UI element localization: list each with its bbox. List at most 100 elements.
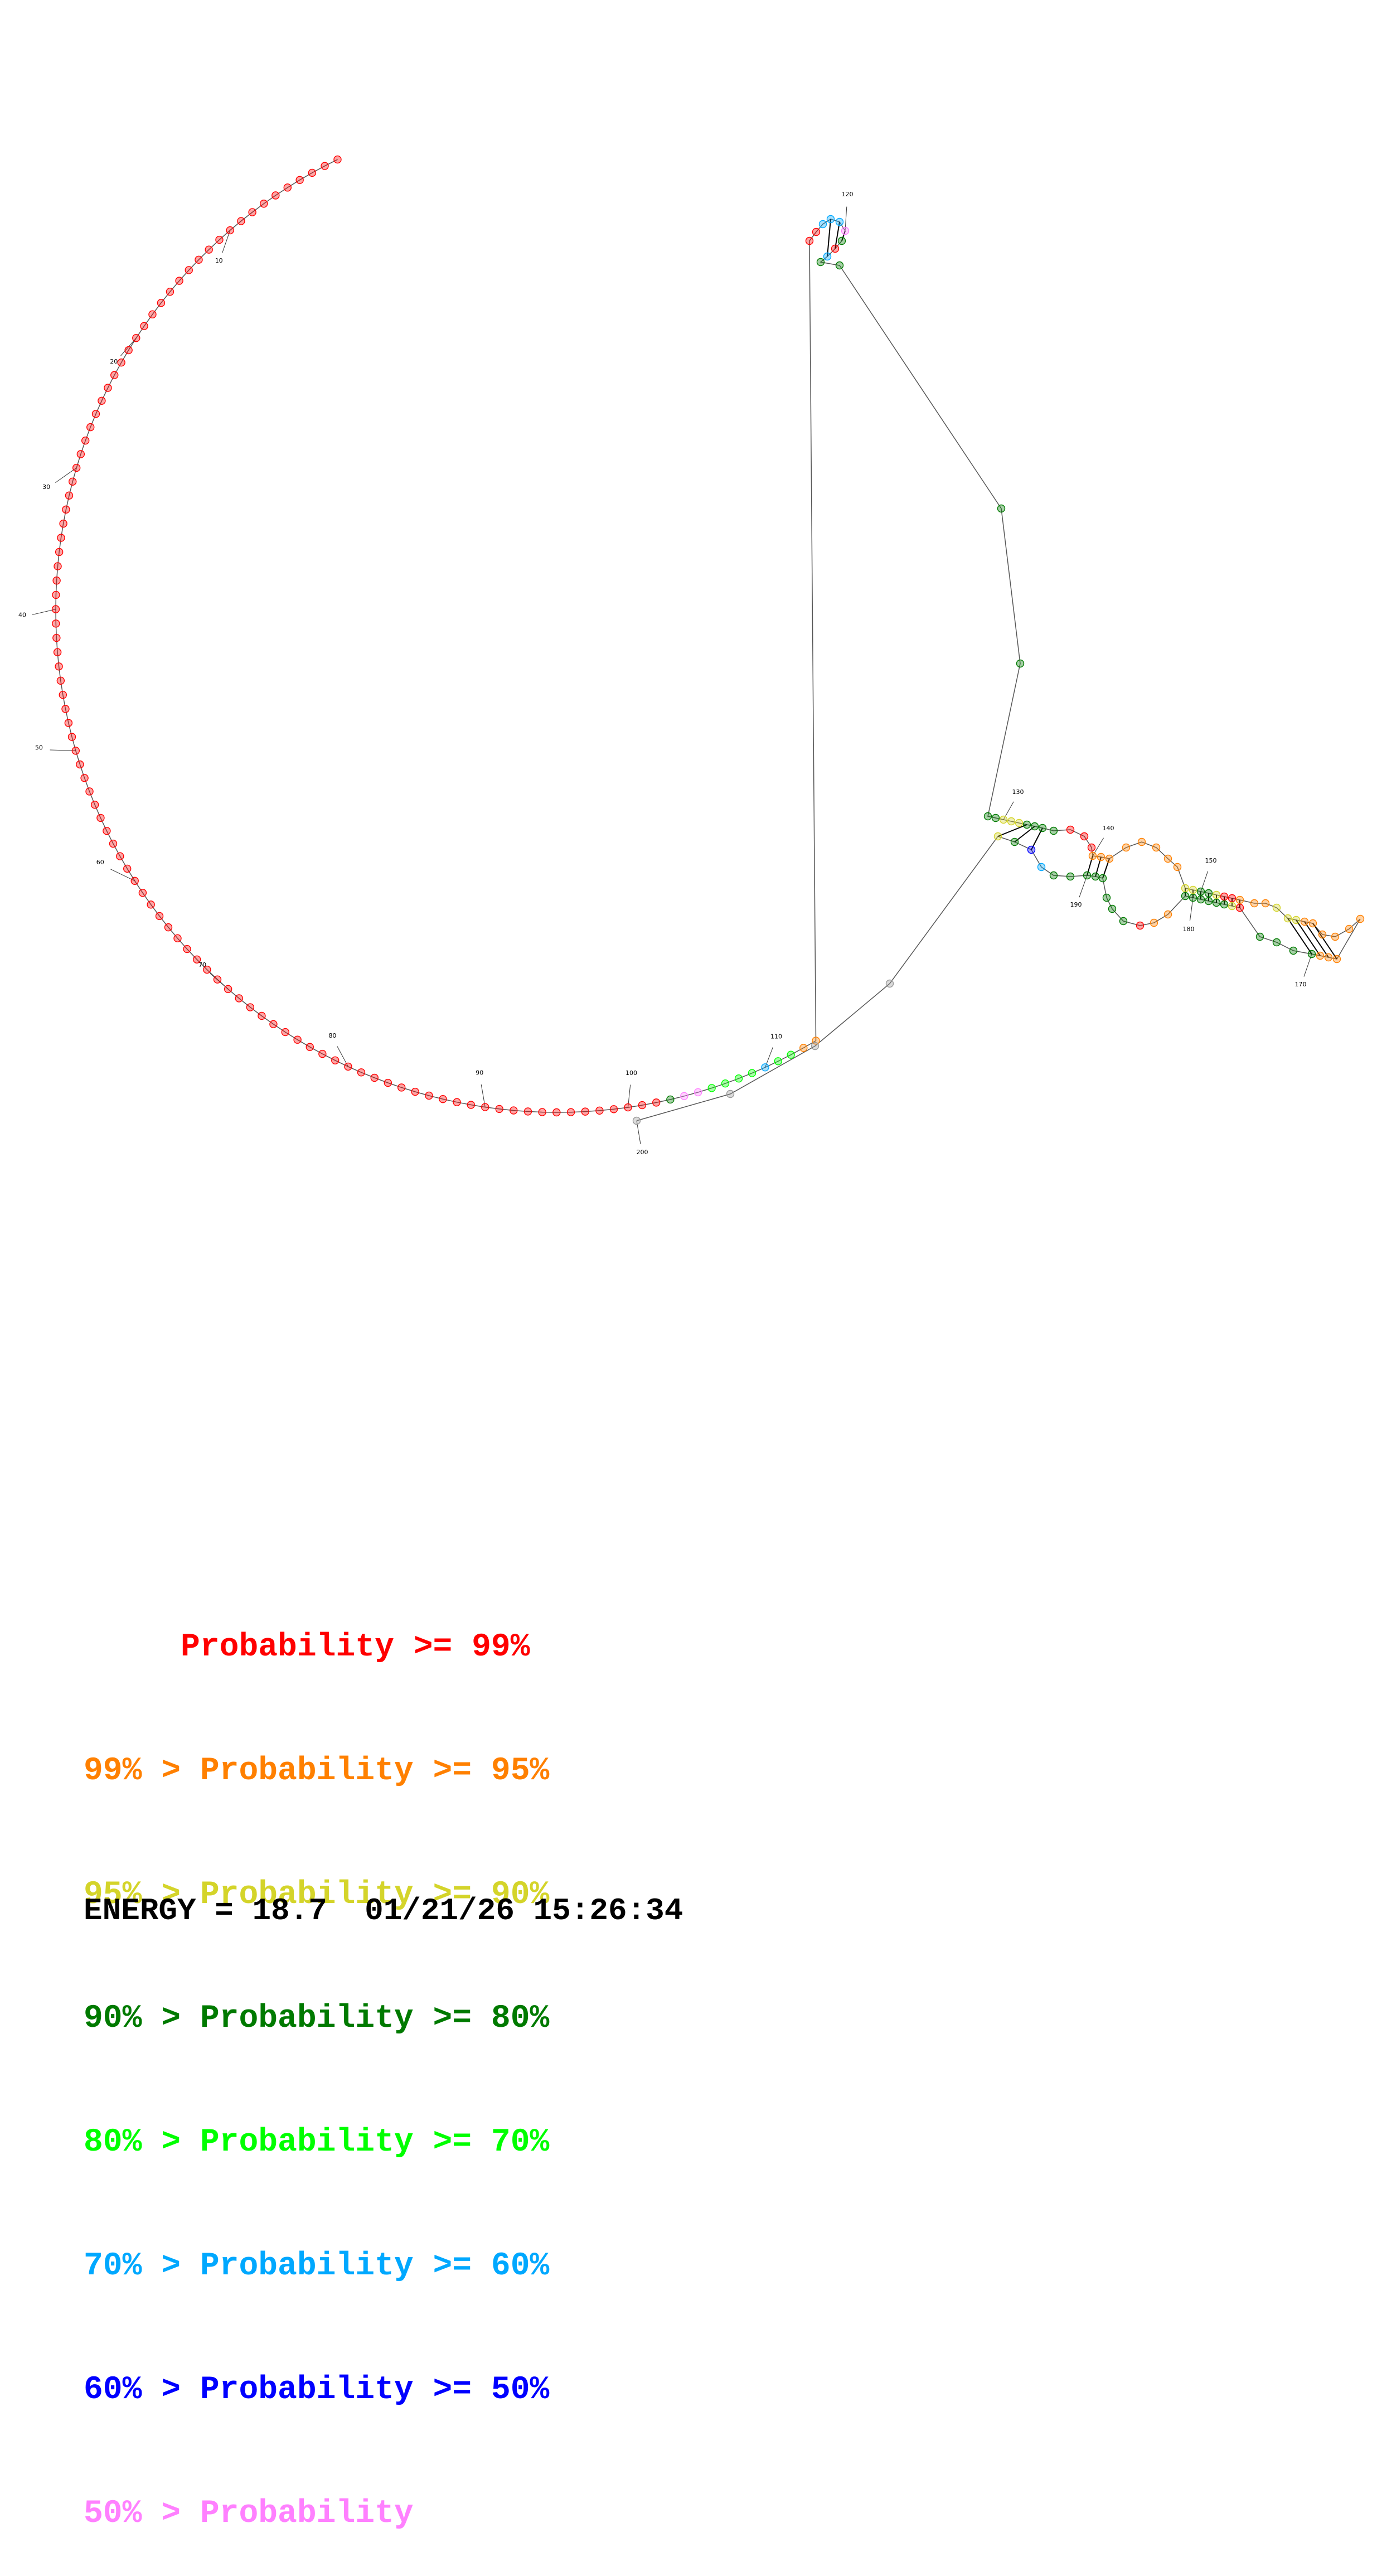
- position-tick-line: [845, 206, 847, 231]
- nucleotide: [721, 1079, 730, 1088]
- backbone-layer: [55, 159, 1361, 1121]
- nucleotide: [103, 826, 111, 835]
- nucleotide: [1150, 918, 1158, 927]
- nucleotide: [1228, 902, 1236, 911]
- nucleotide: [1220, 892, 1229, 901]
- nucleotide: [104, 384, 112, 392]
- nucleotide: [164, 923, 173, 932]
- legend-row-6: 70% > Probability >= 60%: [84, 2248, 550, 2284]
- nucleotide: [52, 619, 60, 628]
- nucleotide: [321, 162, 329, 170]
- energy-footer: ENERGY = 18.7 01/21/26 15:26:34: [84, 1893, 683, 1929]
- nucleotide: [1015, 819, 1024, 827]
- nucleotide: [1308, 919, 1317, 928]
- nucleotide: [54, 562, 62, 570]
- nucleotide: [726, 1090, 735, 1098]
- nucleotide: [1332, 955, 1341, 963]
- nucleotide: [609, 1105, 618, 1113]
- nucleotide: [523, 1107, 532, 1116]
- nucleotide: [90, 801, 99, 809]
- nucleotide: [1324, 953, 1333, 962]
- nucleotide: [258, 1011, 266, 1020]
- nucleotide: [666, 1095, 675, 1104]
- nucleotide: [308, 168, 317, 177]
- nucleotide: [761, 1063, 769, 1072]
- nucleotide: [57, 534, 65, 542]
- nucleotide: [71, 747, 80, 755]
- nucleotide: [495, 1105, 503, 1113]
- nucleotide: [1283, 914, 1292, 923]
- nucleotide: [1022, 820, 1031, 829]
- nucleotide: [72, 463, 81, 472]
- nucleotide: [183, 945, 191, 953]
- nucleotide: [1066, 825, 1075, 834]
- nucleotide: [155, 912, 164, 921]
- legend-row-2: 99% > Probability >= 95%: [84, 1753, 550, 1789]
- nucleotide: [295, 176, 304, 185]
- nucleotide: [56, 676, 65, 685]
- nucleotide: [1027, 845, 1036, 854]
- nucleotide: [59, 519, 67, 528]
- nucleotide: [1080, 832, 1089, 841]
- nucleotide: [837, 236, 846, 245]
- nucleotide: [318, 1049, 327, 1058]
- nucleotide: [1010, 837, 1019, 846]
- base-pair-line: [1287, 918, 1312, 955]
- nucleotide: [65, 491, 74, 500]
- nucleotide: [439, 1095, 447, 1103]
- nucleotide: [818, 220, 827, 229]
- nucleotide: [748, 1069, 757, 1077]
- nucleotide: [787, 1050, 795, 1059]
- nucleotide: [59, 691, 67, 699]
- base-pair-layer: [827, 219, 1337, 960]
- nucleotide: [453, 1098, 461, 1106]
- nucleotide: [799, 1044, 808, 1052]
- nucleotide: [175, 277, 183, 285]
- nucleotide: [1037, 863, 1046, 871]
- nucleotide: [1235, 895, 1244, 904]
- nucleotide: [281, 1028, 290, 1037]
- nucleotide: [117, 358, 125, 367]
- nucleotide: [1088, 851, 1097, 860]
- nucleotide: [148, 310, 157, 319]
- nucleotide: [694, 1088, 702, 1097]
- nucleotide: [1049, 826, 1058, 835]
- nucleotide: [1137, 837, 1146, 846]
- nucleotide: [467, 1101, 476, 1109]
- nucleotide: [138, 889, 147, 897]
- nucleotide: [192, 955, 201, 963]
- nucleotide: [110, 371, 119, 379]
- nucleotide: [652, 1098, 661, 1107]
- nucleotide: [734, 1074, 743, 1083]
- nucleotide: [1345, 924, 1354, 933]
- nucleotide: [1272, 938, 1281, 947]
- nucleotide: [116, 852, 124, 860]
- legend-row-3: 95% > Probability >= 90%: [84, 1877, 550, 1913]
- nucleotide: [85, 787, 94, 796]
- nucleotide: [595, 1106, 604, 1115]
- backbone-line: [55, 159, 1361, 1121]
- nucleotide: [306, 1043, 314, 1051]
- position-label: 80: [328, 1032, 336, 1039]
- nucleotide: [1038, 824, 1047, 832]
- nucleotide: [1189, 893, 1197, 902]
- nucleotide: [226, 226, 234, 235]
- nucleotide: [173, 934, 182, 943]
- nucleotide: [185, 266, 193, 274]
- nucleotide: [707, 1084, 716, 1092]
- position-label: 190: [1070, 901, 1082, 908]
- position-label: 150: [1205, 857, 1217, 864]
- nucleotide: [61, 705, 70, 713]
- nucleotide: [991, 814, 1000, 822]
- nucleotide: [510, 1106, 518, 1115]
- nucleotide: [823, 252, 832, 261]
- nucleotide: [123, 864, 132, 873]
- nucleotide: [1083, 871, 1092, 880]
- nucleotide: [52, 590, 60, 599]
- nucleotide: [1204, 889, 1213, 898]
- nucleotide: [1204, 897, 1213, 906]
- nucleotide: [1102, 893, 1111, 902]
- nucleotide: [55, 662, 63, 671]
- nucleotide: [835, 217, 844, 226]
